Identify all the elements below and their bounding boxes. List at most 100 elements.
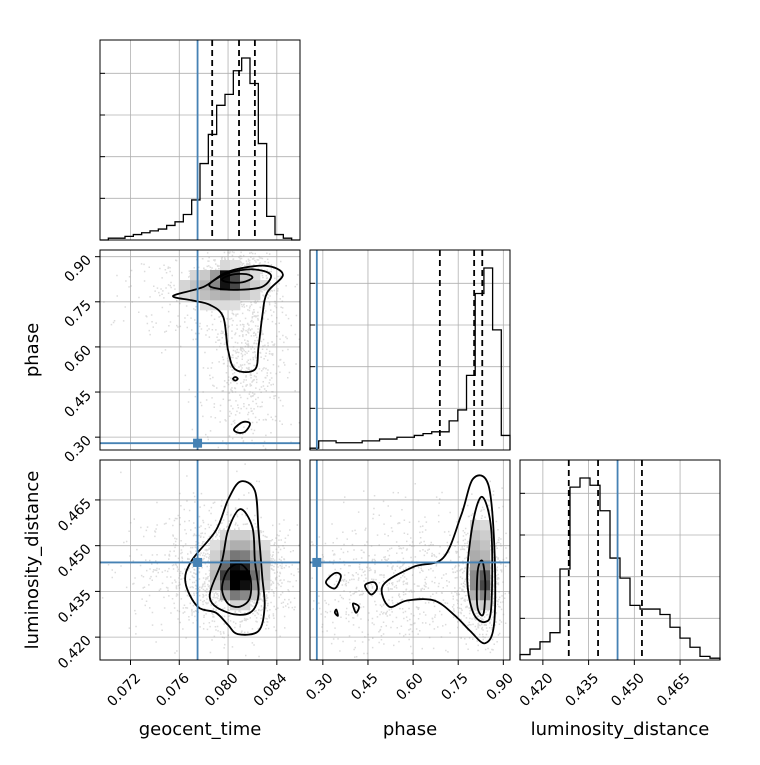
density-cell [250, 590, 261, 601]
density-cell [240, 540, 251, 551]
contour-line [208, 508, 260, 616]
density-cell [260, 540, 271, 551]
y-axis-label: phase [22, 323, 43, 377]
density-cell [230, 300, 241, 311]
density-cell [230, 540, 241, 551]
truth-marker [193, 438, 203, 448]
density-cell [240, 550, 251, 561]
density-cell [220, 530, 231, 541]
density-cell [240, 280, 251, 291]
density-cell [200, 270, 211, 281]
contour-line [184, 480, 266, 636]
density-cell [230, 270, 241, 281]
density-cell [220, 580, 231, 591]
density-cell [480, 550, 491, 561]
density-cell [210, 270, 221, 281]
x-tick-label: 0.080 [202, 670, 242, 710]
density-cell [470, 520, 481, 531]
density-cell [180, 280, 191, 291]
density-cell [210, 300, 221, 311]
y-tick-label: 0.60 [61, 342, 94, 375]
density-cell [220, 550, 231, 561]
density-cell [240, 530, 251, 541]
density-cell [250, 280, 261, 291]
density-cell [210, 280, 221, 291]
contour-line [221, 272, 254, 284]
histogram-luminosity_distance [519, 477, 721, 660]
density-cell [470, 550, 481, 561]
density-cell [220, 290, 231, 301]
density-cell [210, 540, 221, 551]
density-cell [220, 280, 231, 291]
y-tick-label: 0.435 [55, 587, 95, 627]
density-cell [250, 580, 261, 591]
density-cell [470, 530, 481, 541]
density-cell [230, 280, 241, 291]
contour-line [172, 264, 284, 373]
density-cell [240, 270, 251, 281]
contour-line [233, 420, 251, 434]
density-cell [220, 560, 231, 571]
contour-line [333, 608, 339, 617]
marginal-geocent_time [99, 39, 301, 241]
density-cell [240, 290, 251, 301]
density-cell [210, 290, 221, 301]
density-cell [470, 590, 481, 601]
density-cell [260, 580, 271, 591]
x-tick-label: 0.420 [517, 670, 557, 710]
marginal-phase [309, 249, 511, 451]
axes-frame [309, 249, 511, 451]
scatter-geocent_time-phase [99, 249, 301, 451]
contour-line [351, 602, 360, 614]
y-tick-label: 0.465 [55, 495, 95, 535]
x-tick-label: 0.072 [104, 670, 144, 710]
x-tick-label: 0.465 [654, 670, 694, 710]
density-cell [230, 290, 241, 301]
scatter-phase-luminosity_distance [309, 459, 511, 661]
x-tick-label: 0.60 [393, 670, 426, 703]
density-cell [470, 570, 481, 581]
density-cell [470, 600, 481, 611]
density-cell [260, 570, 271, 581]
x-axis-label: phase [383, 719, 437, 740]
density-cell [240, 580, 251, 591]
truth-marker [312, 557, 322, 567]
y-tick-label: 0.75 [61, 297, 94, 330]
truth-marker [193, 557, 203, 567]
x-tick-label: 0.450 [608, 670, 648, 710]
x-tick-label: 0.75 [438, 670, 471, 703]
density-cell [470, 540, 481, 551]
density-cell [190, 290, 201, 301]
density-cell [250, 290, 261, 301]
density-cell [200, 300, 211, 311]
y-tick-label: 0.450 [55, 541, 95, 581]
x-axis-label: geocent_time [139, 719, 262, 740]
density-cell [200, 290, 211, 301]
axes-frame [519, 459, 721, 661]
contour-line [466, 495, 494, 624]
x-tick-label: 0.435 [563, 670, 603, 710]
histogram-geocent_time [100, 57, 300, 241]
density-cell [230, 600, 241, 611]
density-cell [240, 570, 251, 581]
contour-line [231, 376, 239, 382]
density-cell [480, 520, 491, 531]
density-cell [470, 560, 481, 571]
axes-frame [99, 39, 301, 241]
density-cell [250, 530, 261, 541]
x-tick-label: 0.90 [484, 670, 517, 703]
density-cell [260, 560, 271, 571]
density-cell [480, 560, 491, 571]
density-cell [480, 540, 491, 551]
density-cell [220, 300, 231, 311]
contour-line [221, 562, 253, 608]
y-tick-label: 0.45 [61, 388, 94, 421]
x-axis-label: luminosity_distance [531, 719, 710, 740]
contour-line [475, 559, 487, 617]
y-tick-label: 0.420 [55, 633, 95, 673]
density-cell [230, 530, 241, 541]
density-cell [190, 280, 201, 291]
density-cell [220, 590, 231, 601]
density-cell [220, 260, 231, 271]
